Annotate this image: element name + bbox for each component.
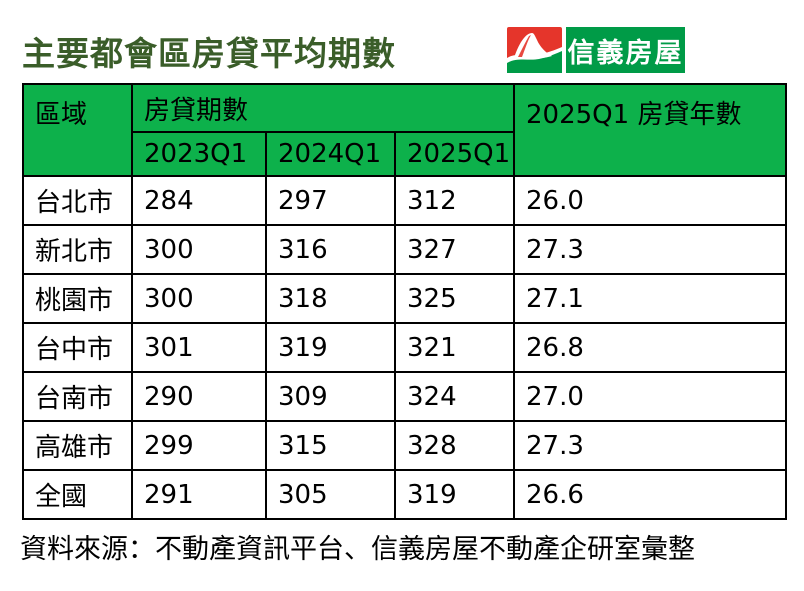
- cell-years: 26.6: [513, 469, 788, 520]
- cell-2023q1: 291: [131, 469, 267, 520]
- cell-2023q1: 299: [131, 420, 267, 471]
- cell-2023q1: 301: [131, 322, 267, 373]
- cell-2023q1: 300: [131, 224, 267, 275]
- cell-2025q1: 319: [393, 469, 516, 520]
- table-body: 台北市 284 297 312 26.0 新北市 300 316 327 27.…: [22, 175, 788, 520]
- cell-region: 台中市: [22, 322, 133, 373]
- page-title: 主要都會區房貸平均期數: [22, 34, 396, 73]
- cell-region: 台北市: [22, 175, 133, 226]
- cell-years: 27.3: [513, 420, 788, 471]
- cell-2024q1: 297: [265, 175, 396, 226]
- table-row: 台北市 284 297 312 26.0: [22, 175, 788, 226]
- table-row: 高雄市 299 315 328 27.3: [22, 420, 788, 471]
- cell-region: 高雄市: [22, 420, 133, 471]
- cell-2024q1: 319: [265, 322, 396, 373]
- cell-2025q1: 325: [393, 273, 516, 324]
- cell-region: 台南市: [22, 371, 133, 422]
- cell-2024q1: 318: [265, 273, 396, 324]
- cell-2023q1: 290: [131, 371, 267, 422]
- sinyi-logo-wordmark: 信義房屋: [566, 27, 685, 73]
- sinyi-logo: 信義房屋: [507, 27, 685, 73]
- cell-2024q1: 309: [265, 371, 396, 422]
- header-loan-years: 2025Q1 房貸年數: [513, 83, 788, 177]
- cell-2025q1: 327: [393, 224, 516, 275]
- header-loan-periods-group: 房貸期數: [130, 83, 516, 133]
- table-row: 新北市 300 316 327 27.3: [22, 224, 788, 275]
- table-row: 台南市 290 309 324 27.0: [22, 371, 788, 422]
- cell-years: 27.0: [513, 371, 788, 422]
- cell-2025q1: 312: [393, 175, 516, 226]
- table-row: 全國 291 305 319 26.6: [22, 469, 788, 520]
- cell-region: 全國: [22, 469, 133, 520]
- header-quarter-2024q1: 2024Q1: [265, 131, 396, 177]
- cell-2025q1: 328: [393, 420, 516, 471]
- cell-2024q1: 305: [265, 469, 396, 520]
- cell-2025q1: 324: [393, 371, 516, 422]
- cell-years: 27.3: [513, 224, 788, 275]
- header-region: 區域: [22, 83, 133, 177]
- cell-2023q1: 284: [131, 175, 267, 226]
- data-source-note: 資料來源：不動產資訊平台、信義房屋不動產企研室彙整: [20, 534, 695, 565]
- table-row: 桃園市 300 318 325 27.1: [22, 273, 788, 324]
- cell-2023q1: 300: [131, 273, 267, 324]
- cell-2024q1: 316: [265, 224, 396, 275]
- cell-region: 桃園市: [22, 273, 133, 324]
- table-row: 台中市 301 319 321 26.8: [22, 322, 788, 373]
- mortgage-table: 區域 房貸期數 2025Q1 房貸年數 2023Q1 2024Q1 2025Q1…: [22, 83, 788, 520]
- cell-2024q1: 315: [265, 420, 396, 471]
- cell-years: 26.0: [513, 175, 788, 226]
- sinyi-mountain-icon: [507, 27, 562, 73]
- header-quarter-2025q1: 2025Q1: [393, 131, 516, 177]
- table-header: 區域 房貸期數 2025Q1 房貸年數 2023Q1 2024Q1 2025Q1: [22, 83, 788, 177]
- cell-years: 27.1: [513, 273, 788, 324]
- cell-2025q1: 321: [393, 322, 516, 373]
- header-quarter-2023q1: 2023Q1: [131, 131, 267, 177]
- cell-region: 新北市: [22, 224, 133, 275]
- cell-years: 26.8: [513, 322, 788, 373]
